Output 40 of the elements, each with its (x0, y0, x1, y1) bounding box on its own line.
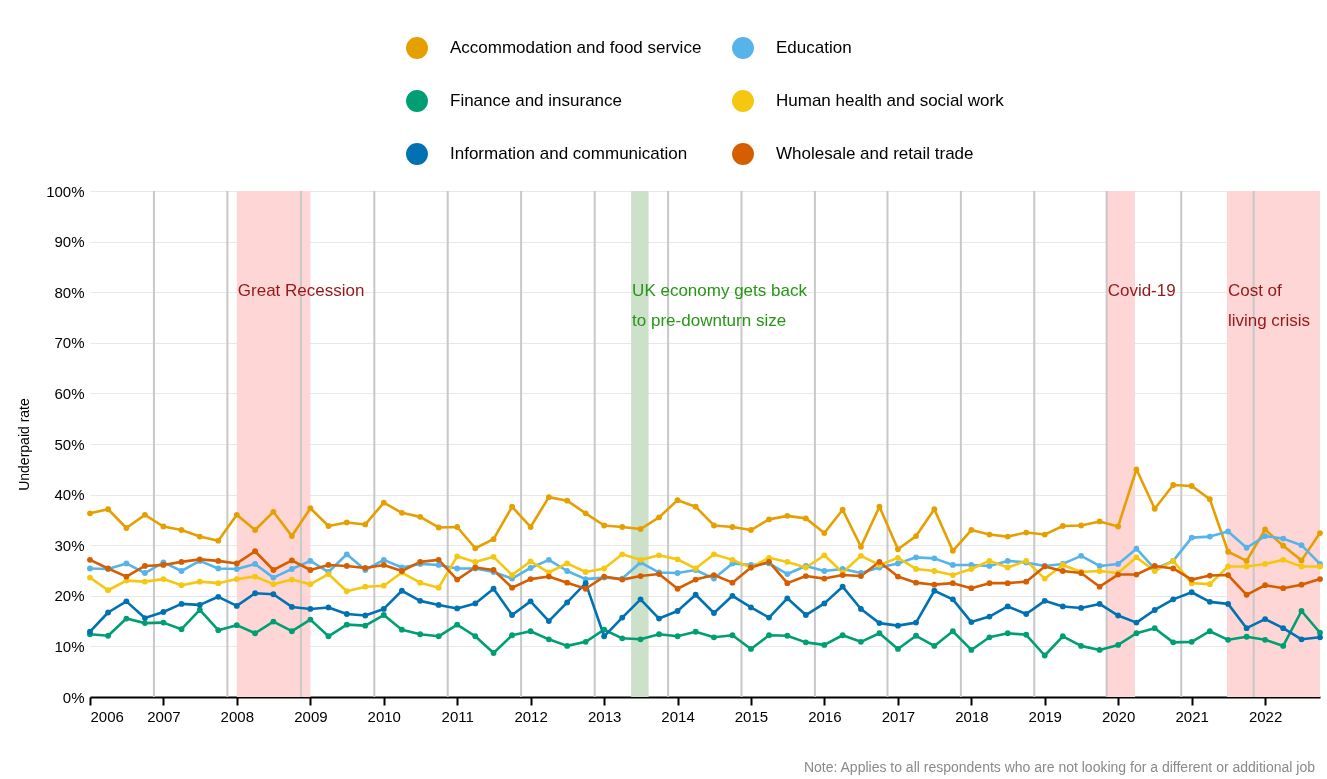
legend-label: Wholesale and retail trade (776, 144, 974, 163)
y-tick-label: 20% (54, 587, 85, 605)
band-label: Covid-19 (1107, 281, 1176, 300)
x-tick-label: 2012 (514, 707, 548, 725)
legend-label: Finance and insurance (450, 91, 623, 110)
y-tick-label: 70% (54, 334, 85, 352)
x-tick-label: 2011 (441, 707, 474, 725)
legend-label: Information and communication (450, 144, 688, 163)
x-tick-label: 2008 (220, 707, 254, 725)
legend-label: Education (776, 38, 852, 58)
y-axis-title: Underpaid rate (16, 397, 33, 491)
x-tick-label: 2020 (1101, 707, 1136, 725)
x-tick-label: 2009 (294, 707, 328, 725)
x-tick-label: 2007 (147, 707, 181, 725)
y-tick-label: 90% (54, 233, 85, 251)
y-tick-label: 60% (54, 384, 85, 402)
x-tick-label: 2015 (734, 707, 769, 725)
y-tick-label: 50% (54, 435, 85, 453)
legend-label: Human health and social work (776, 91, 1005, 110)
y-tick-label: 0% (62, 688, 85, 706)
x-tick-label: 2013 (587, 707, 622, 725)
y-tick-label: 80% (54, 283, 85, 301)
x-tick-label: 2017 (881, 707, 916, 725)
x-tick-label: 2019 (1028, 707, 1062, 725)
band-label: UK economy gets back to pre-downturn size (632, 281, 808, 330)
y-tick-label: 30% (54, 536, 85, 554)
x-tick-label: 2014 (661, 707, 695, 725)
x-tick-label: 2018 (955, 707, 989, 725)
x-tick-label: 2016 (808, 707, 842, 725)
text: Note: Applies to all respondents who are not looking for a different or additional job (803, 759, 1315, 775)
x-tick-label: 2010 (367, 707, 401, 725)
legend-label: Accommodation and food service (450, 38, 702, 58)
x-tick-label: 2021 (1175, 707, 1209, 725)
y-tick-label: 100% (46, 182, 85, 200)
y-tick-label: 10% (54, 637, 85, 655)
band-label: Great Recession (237, 281, 365, 300)
x-tick-label: 2006 (90, 707, 124, 725)
y-tick-label: 40% (54, 486, 85, 504)
x-tick-label: 2022 (1248, 707, 1283, 725)
band-label: Cost of living crisis (1227, 281, 1311, 330)
